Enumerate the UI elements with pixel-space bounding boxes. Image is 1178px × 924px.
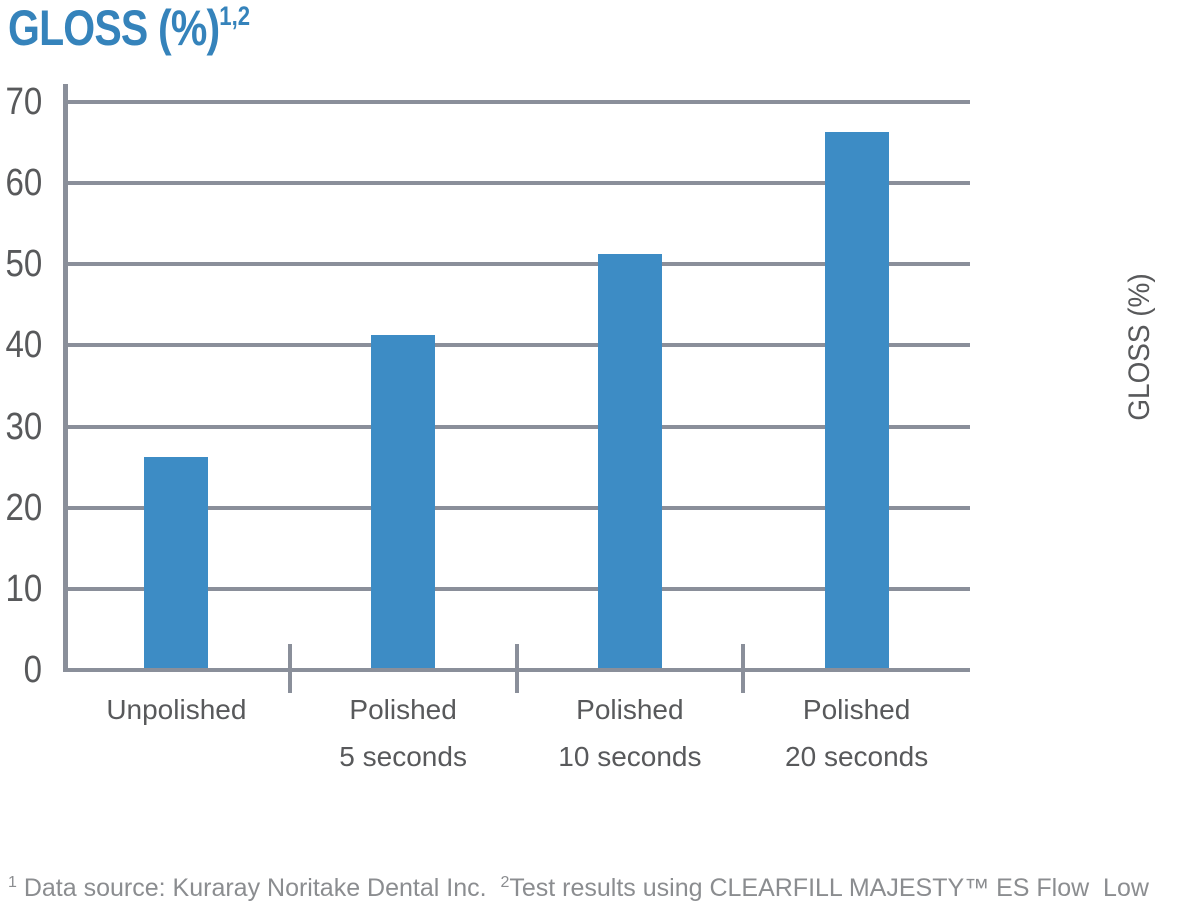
y-axis-tick-label: 0: [23, 649, 42, 691]
gridline: [63, 181, 970, 186]
chart-title: GLOSS (%)1,2: [8, 2, 250, 55]
bar: [824, 132, 889, 668]
x-axis-category-label-line: Polished: [349, 694, 457, 725]
gridline: [63, 505, 970, 510]
x-axis-category-label: Polished 10 seconds: [517, 686, 744, 780]
gridline: [63, 343, 970, 348]
bar: [597, 254, 662, 668]
x-axis-category-label-line: 20 seconds: [785, 741, 929, 772]
footnote: 1 Data source: Kuraray Noritake Dental I…: [8, 874, 1174, 903]
x-axis-category-label-line: Polished: [576, 694, 684, 725]
y-axis-tick-label: 20: [5, 486, 43, 529]
x-axis-category-label: Polished 5 seconds: [290, 686, 517, 780]
footnote-text-2: Test results using CLEARFILL MAJESTY™ ES…: [509, 874, 1149, 902]
footnote-text-1: Data source: Kuraray Noritake Dental Inc…: [16, 874, 501, 902]
x-axis-category-label-line: 10 seconds: [558, 741, 702, 772]
gridline: [63, 586, 970, 591]
y-axis-tick-label: 10: [5, 567, 43, 610]
y-axis-tick-label: 50: [5, 243, 43, 286]
gridline: [63, 100, 970, 104]
chart-title-superscript: 1,2: [219, 1, 251, 31]
x-axis-category-label-line: Polished: [802, 694, 911, 725]
plot-area: [63, 84, 970, 693]
x-axis-category-label-line: 5 seconds: [339, 741, 467, 772]
footnote-superscript-2: 2: [500, 874, 510, 891]
category-separator-tick: [287, 644, 292, 693]
bar: [144, 457, 209, 668]
y-axis-line: [63, 84, 68, 672]
x-axis-labels: Unpolished Polished 5 seconds Polished 10 se…: [63, 686, 970, 780]
x-axis-category-label: Unpolished: [63, 686, 290, 780]
right-axis-label: GLOSS (%): [1123, 273, 1156, 421]
chart-title-text: GLOSS (%): [8, 0, 220, 56]
y-axis-tick-label: 70: [5, 81, 43, 123]
footnote-superscript-1: 1: [8, 874, 17, 891]
bar: [371, 335, 436, 668]
y-axis-tick-label: 60: [5, 162, 43, 205]
y-axis-tick-label: 40: [5, 324, 43, 367]
category-separator-tick: [741, 644, 746, 693]
category-separator-tick: [514, 644, 519, 693]
x-axis-category-label-line: Unpolished: [106, 694, 247, 725]
x-axis-category-label: Polished 20 seconds: [743, 686, 970, 780]
gridline: [63, 424, 970, 429]
gridline: [63, 262, 970, 267]
y-axis-tick-label: 30: [5, 405, 43, 448]
